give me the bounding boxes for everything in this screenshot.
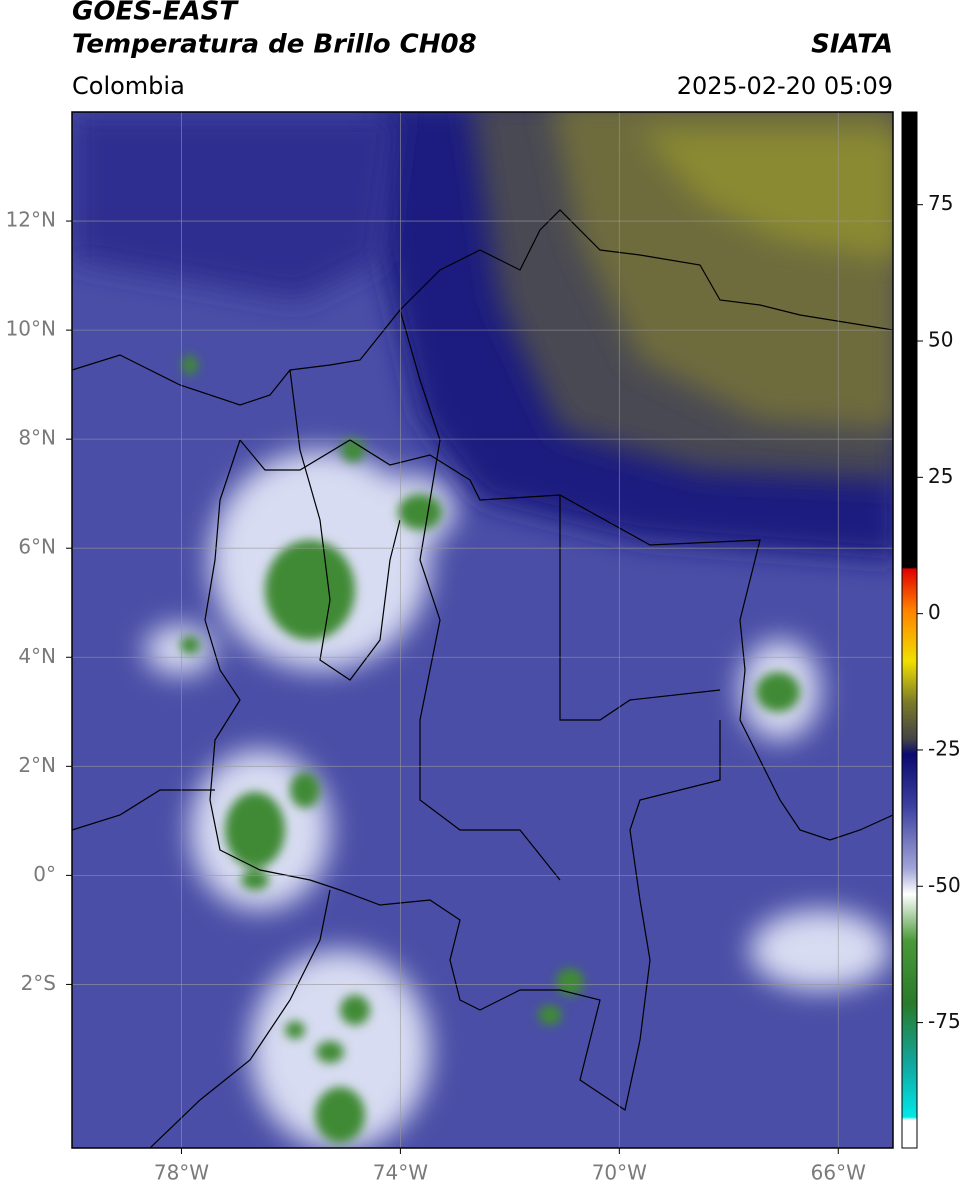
datetime: 2025-02-20 05:09 [677,72,893,100]
colorbar-tick-label: 0 [928,600,941,624]
y-tick-label: 2°S [21,971,56,995]
title: GOES-EAST [72,0,239,27]
colorbar-tick-label: 50 [928,328,953,352]
x-tick-label: 74°W [373,1161,428,1185]
satellite-image [72,112,893,1148]
y-tick-label: 6°N [18,535,56,559]
graticule [72,112,893,1148]
colorbar-tick-label: 75 [928,191,953,215]
y-tick-label: 2°N [18,753,56,777]
y-tick-label: 4°N [18,644,56,668]
colorbar-tick-label: -25 [928,736,961,760]
x-tick-label: 70°W [592,1161,647,1185]
source: SIATA [811,30,893,60]
y-tick-label: 0° [33,862,56,886]
x-tick-label: 66°W [811,1161,866,1185]
colorbar-tick-label: -75 [928,1009,961,1033]
colorbar [901,111,918,1149]
y-tick-label: 12°N [6,208,56,232]
region: Colombia [72,72,185,100]
subtitle: Temperatura de Brillo CH08 [72,30,477,60]
y-tick-label: 8°N [18,426,56,450]
colorbar-tick-label: 25 [928,464,953,488]
colorbar-tick-label: -50 [928,873,961,897]
map-frame [71,111,894,1149]
y-tick-label: 10°N [6,317,56,341]
x-tick-label: 78°W [154,1161,209,1185]
